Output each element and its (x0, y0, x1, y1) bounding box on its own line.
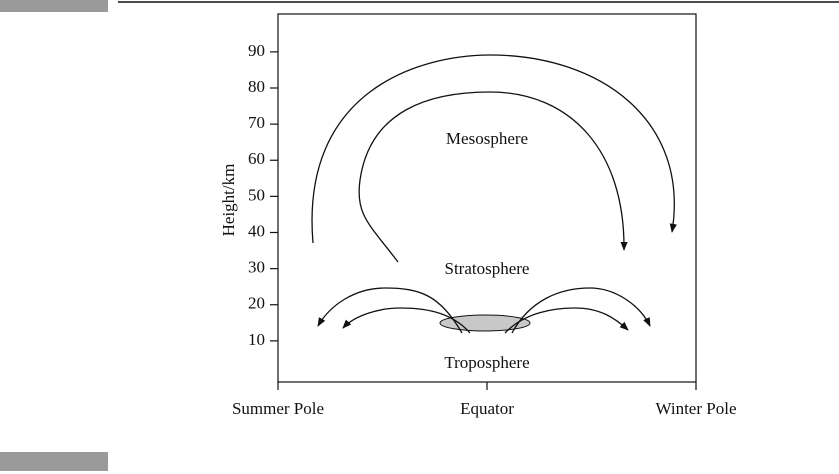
y-tick-label: 60 (248, 149, 265, 168)
circulation-arrow (317, 287, 463, 334)
circulation-arrow (504, 307, 629, 334)
circulation-arrow (511, 287, 651, 334)
y-tick-label: 50 (248, 185, 265, 204)
y-tick-label: 10 (248, 330, 265, 349)
y-tick-label: 30 (248, 258, 265, 277)
region-label: Stratosphere (445, 259, 530, 278)
footer-tab (0, 452, 108, 471)
y-axis-label: Height/km (219, 164, 238, 237)
y-tick-label: 70 (248, 113, 265, 132)
region-label: Mesosphere (446, 129, 528, 148)
x-tick-label: Summer Pole (232, 399, 324, 418)
circulation-arrow (358, 91, 628, 263)
ozone-region (439, 314, 531, 332)
y-tick-label: 20 (248, 294, 265, 313)
header-tab (0, 0, 108, 12)
y-tick-label: 80 (248, 77, 265, 96)
y-tick-label: 90 (248, 41, 265, 60)
circulation-arrow (342, 307, 471, 334)
x-tick-label: Winter Pole (656, 399, 737, 418)
circulation-arrow (311, 54, 677, 244)
y-tick-label: 40 (248, 221, 265, 240)
x-tick-label: Equator (460, 399, 514, 418)
region-label: Troposphere (444, 353, 529, 372)
